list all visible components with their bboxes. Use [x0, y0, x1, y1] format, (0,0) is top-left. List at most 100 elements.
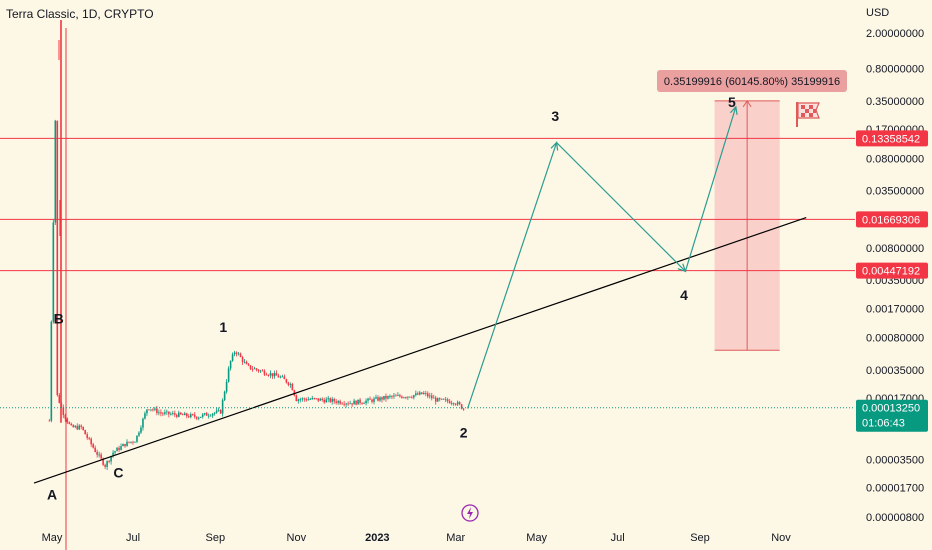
- candle-body: [116, 447, 118, 452]
- candle-body: [367, 398, 369, 401]
- candle-body: [237, 353, 240, 355]
- candle-body: [319, 398, 322, 401]
- candle-body: [297, 399, 300, 401]
- candle-body: [419, 392, 421, 395]
- candle-body: [299, 399, 302, 401]
- projection-arrowhead: [677, 263, 687, 273]
- candle-body: [349, 403, 351, 405]
- trendline[interactable]: [33, 216, 807, 484]
- candle-body: [183, 413, 186, 416]
- candle-body: [203, 413, 206, 415]
- candle-body: [221, 400, 224, 414]
- candle-body: [215, 410, 218, 413]
- wave-label-1: 1: [219, 319, 227, 335]
- candle-body: [247, 364, 250, 366]
- candle-body: [438, 398, 441, 400]
- candle-body: [287, 382, 290, 385]
- candle-body: [136, 435, 138, 442]
- candle-body: [239, 353, 242, 358]
- candle-body: [295, 395, 298, 401]
- candle-body: [229, 360, 232, 369]
- candle-body: [160, 412, 162, 414]
- level-badge: [856, 211, 928, 228]
- candle-body: [403, 397, 405, 399]
- currency-label: USD: [866, 7, 889, 19]
- candle-body: [424, 393, 427, 394]
- candle-body: [363, 403, 365, 404]
- candle-body: [187, 416, 190, 418]
- candle-body: [261, 370, 264, 372]
- y-tick-label: 0.00001700: [866, 483, 924, 495]
- candle-body: [148, 409, 150, 411]
- candle-body: [399, 395, 401, 397]
- candle-body: [313, 397, 316, 399]
- candle-body: [430, 395, 433, 399]
- y-tick-label: 0.08000000: [866, 153, 924, 165]
- candle-body: [325, 399, 328, 403]
- y-tick-label: 0.00080000: [866, 333, 924, 345]
- candle-body: [448, 401, 451, 404]
- candle-body: [154, 408, 156, 410]
- candle-body: [207, 415, 210, 417]
- candle-body: [104, 464, 106, 467]
- candle-body: [64, 415, 67, 419]
- candle-body: [321, 398, 324, 400]
- candle-body: [124, 443, 126, 447]
- lightning-icon[interactable]: [461, 504, 479, 522]
- candle-body: [401, 396, 403, 398]
- candle-body: [90, 438, 92, 445]
- wave-label-a: A: [47, 487, 57, 503]
- candle-body: [80, 425, 83, 427]
- candle-body: [462, 408, 465, 410]
- candle-body: [74, 426, 77, 428]
- candle-body: [387, 396, 389, 399]
- candle-body: [446, 399, 449, 402]
- candle-body: [181, 414, 184, 416]
- candle-body: [377, 397, 379, 401]
- candle-body: [253, 368, 256, 370]
- measure-label-box: [657, 70, 847, 92]
- candle-body: [134, 441, 136, 443]
- level-badge: [856, 130, 928, 147]
- candle-body: [355, 400, 357, 405]
- candle-body: [217, 409, 220, 411]
- candle-body: [76, 426, 79, 430]
- candle-body: [189, 414, 192, 418]
- y-tick-label: 0.00000800: [866, 512, 924, 524]
- candle-body: [118, 447, 120, 450]
- candle-body: [235, 352, 238, 354]
- candle-body: [458, 402, 461, 405]
- projection-path[interactable]: [467, 106, 737, 409]
- candle-body: [361, 402, 363, 404]
- candle-body: [343, 403, 345, 405]
- candle-body: [411, 397, 413, 399]
- candle-body: [96, 451, 98, 455]
- candle-body: [375, 397, 377, 399]
- candle-body: [144, 413, 146, 419]
- candle-body: [227, 368, 230, 382]
- candle-body: [245, 361, 248, 365]
- candle-body: [395, 395, 397, 397]
- candle-body: [432, 397, 435, 399]
- candle-body: [54, 120, 57, 223]
- candle-body: [205, 413, 208, 416]
- current-price-badge[interactable]: [856, 399, 928, 432]
- candle-body: [231, 354, 234, 361]
- candle-body: [265, 374, 268, 376]
- candle-body: [426, 393, 429, 397]
- candle-body: [259, 370, 262, 372]
- x-tick-label: Jul: [126, 532, 140, 544]
- candle-body: [257, 369, 260, 372]
- candle-body: [456, 402, 459, 405]
- candle-body: [307, 399, 310, 401]
- candle-body: [309, 399, 312, 400]
- candle-body: [454, 403, 457, 405]
- candle-body: [428, 395, 431, 397]
- candle-body: [452, 403, 455, 404]
- x-tick-label: Mar: [446, 532, 465, 544]
- candle-body: [164, 412, 166, 414]
- candle-body: [251, 368, 254, 370]
- level-badge: [856, 262, 928, 279]
